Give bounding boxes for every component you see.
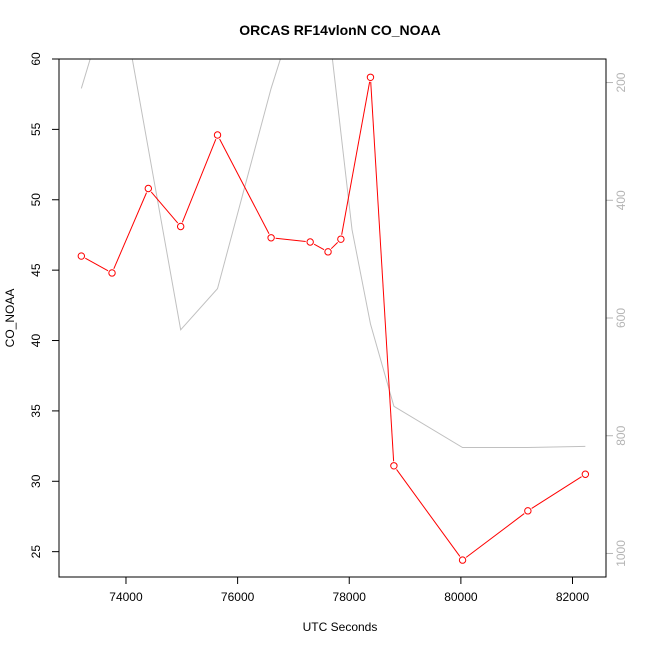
series-segment <box>219 138 270 235</box>
y-tick-label: 45 <box>29 263 43 277</box>
x-tick-label: 74000 <box>109 590 143 604</box>
data-point <box>77 252 86 260</box>
series-segment <box>465 513 525 558</box>
y2-tick-label: 800 <box>614 425 628 445</box>
data-point <box>366 73 375 81</box>
series-segment <box>113 192 147 270</box>
data-point <box>144 184 153 193</box>
y2-tick-label: 1000 <box>614 540 628 567</box>
series-segment <box>275 237 306 243</box>
y2-tick-label: 200 <box>614 72 628 92</box>
data-point <box>306 238 314 246</box>
y-tick-label: 50 <box>29 193 43 207</box>
y2-tick-label: 600 <box>614 308 628 328</box>
y-tick-label: 60 <box>29 52 43 66</box>
x-tick-label: 76000 <box>221 590 255 604</box>
series-segment <box>85 257 109 272</box>
y-tick-label: 30 <box>29 474 43 488</box>
series-segment <box>531 476 582 509</box>
data-point <box>213 131 222 139</box>
y-tick-label: 40 <box>29 334 43 348</box>
x-axis-label: UTC Seconds <box>303 620 378 634</box>
y-tick-label: 35 <box>29 404 43 418</box>
series-segment <box>313 243 325 251</box>
series-segment <box>150 191 179 224</box>
data-point <box>390 462 398 470</box>
series-segment <box>341 81 371 235</box>
plot-frame <box>58 58 607 578</box>
series-layer <box>77 59 590 564</box>
x-tick-label: 82000 <box>556 590 590 604</box>
data-point <box>337 235 345 243</box>
x-tick-label: 78000 <box>333 590 367 604</box>
series-segment <box>330 241 339 250</box>
x-tick-label: 80000 <box>444 590 478 604</box>
axis-layer: 74000 76000 78000 80000 82000 25 30 35 40 45 50 55 6… <box>29 52 628 604</box>
y2-tick-label: 400 <box>614 190 628 210</box>
data-point <box>324 248 332 256</box>
y-tick-label: 55 <box>29 122 43 136</box>
data-point <box>176 222 185 231</box>
y-axis-label: CO_NOAA <box>3 289 17 348</box>
data-point <box>581 470 590 478</box>
series-segment <box>181 138 217 223</box>
secondary-series-line <box>80 59 586 448</box>
data-point <box>108 269 116 277</box>
data-point <box>267 234 275 242</box>
data-point <box>524 507 532 515</box>
data-point <box>458 556 467 564</box>
y-tick-label: 25 <box>29 545 43 559</box>
series-segment <box>396 469 461 557</box>
chart-title: ORCAS RF14vlonN CO_NOAA <box>239 22 440 38</box>
series-segment <box>370 81 395 462</box>
